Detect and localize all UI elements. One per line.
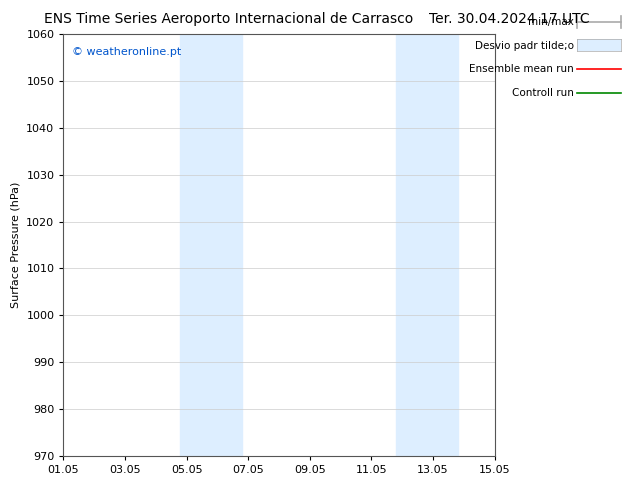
Text: min/max: min/max [528, 17, 574, 27]
Text: Desvio padr tilde;o: Desvio padr tilde;o [475, 41, 574, 50]
Text: Controll run: Controll run [512, 88, 574, 98]
Text: Ensemble mean run: Ensemble mean run [469, 64, 574, 74]
Text: © weatheronline.pt: © weatheronline.pt [72, 47, 181, 57]
Bar [396, 34, 458, 456]
Bar [181, 34, 242, 456]
Text: Ter. 30.04.2024 17 UTC: Ter. 30.04.2024 17 UTC [429, 12, 590, 26]
Y-axis label: Surface Pressure (hPa): Surface Pressure (hPa) [11, 182, 21, 308]
Text: ENS Time Series Aeroporto Internacional de Carrasco: ENS Time Series Aeroporto Internacional … [44, 12, 413, 26]
